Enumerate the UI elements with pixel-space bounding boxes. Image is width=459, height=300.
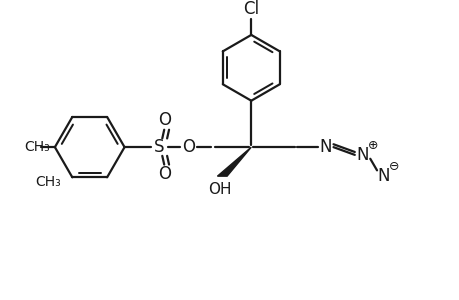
Text: N: N bbox=[377, 167, 389, 185]
Text: ⊖: ⊖ bbox=[388, 160, 399, 173]
Text: N: N bbox=[356, 146, 368, 164]
Polygon shape bbox=[217, 147, 251, 176]
Text: O: O bbox=[157, 111, 170, 129]
Text: N: N bbox=[319, 138, 331, 156]
Text: CH₃: CH₃ bbox=[35, 175, 61, 189]
Text: O: O bbox=[157, 165, 170, 183]
Text: OH: OH bbox=[208, 182, 232, 197]
Text: S: S bbox=[154, 138, 164, 156]
Text: O: O bbox=[181, 138, 195, 156]
Text: CH₃: CH₃ bbox=[24, 140, 50, 154]
Text: ⊕: ⊕ bbox=[367, 139, 378, 152]
Text: Cl: Cl bbox=[243, 0, 259, 18]
